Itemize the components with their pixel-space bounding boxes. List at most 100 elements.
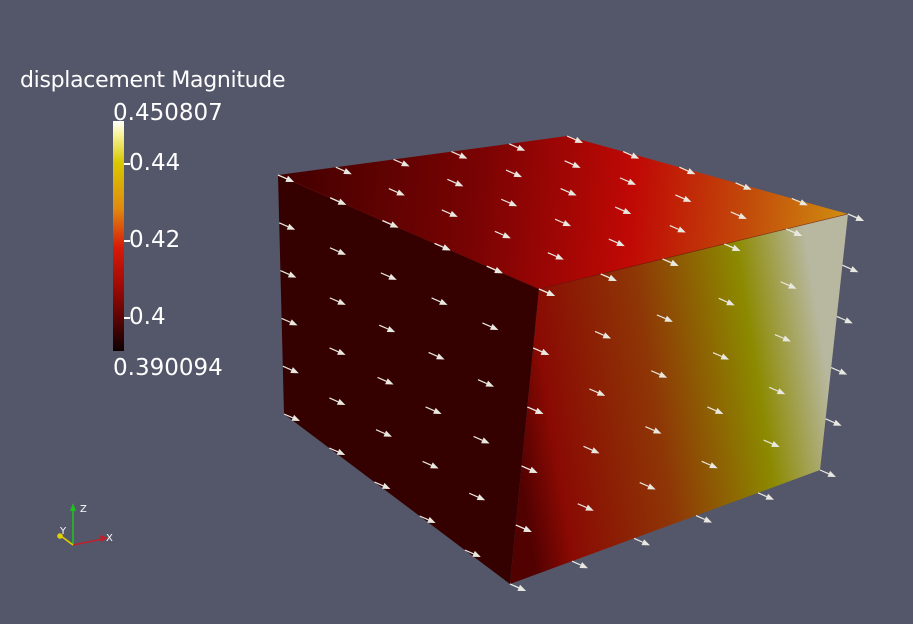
cube-right-face: [510, 214, 848, 584]
vector-glyph-shaft: [547, 252, 557, 258]
vector-glyph-shaft: [281, 317, 291, 323]
vector-glyph-head: [765, 493, 774, 500]
vector-glyph-shaft: [662, 258, 672, 264]
axis-z-label: Z: [80, 504, 87, 515]
vector-glyph-shaft: [589, 388, 599, 394]
vector-glyph-head: [287, 271, 297, 278]
orientation-axes: Z X Y: [57, 503, 113, 546]
vector-glyph-head: [427, 516, 436, 523]
vector-glyph-head: [494, 267, 503, 274]
vector-glyph-head: [383, 430, 392, 437]
vector-glyph-head: [574, 136, 583, 143]
vector-glyph-head: [703, 516, 712, 523]
vector-glyph-head: [579, 562, 588, 569]
vector-glyph-shaft: [633, 537, 644, 543]
scalar-bar-max-label: 0.450807: [113, 100, 223, 126]
vector-glyph-head: [585, 504, 594, 511]
vector-glyph-shaft: [701, 460, 711, 466]
vector-glyph-shaft: [619, 177, 630, 183]
vector-glyph-shaft: [656, 314, 666, 320]
vector-glyph-shaft: [594, 330, 605, 336]
vector-glyph-shaft: [335, 166, 345, 172]
cube-left-face: [278, 175, 539, 584]
vector-glyph-shaft: [763, 439, 773, 445]
scalar-bar-tick: [124, 240, 130, 242]
vector-glyph-head: [630, 152, 640, 159]
vector-glyph-shaft: [583, 445, 593, 451]
vector-glyph-shaft: [329, 347, 339, 353]
vector-glyph-head: [502, 232, 511, 239]
vector-glyph-head: [641, 539, 650, 546]
vector-glyph-shaft: [380, 272, 390, 278]
vector-glyph-shaft: [571, 560, 582, 566]
axis-x-label: X: [106, 533, 113, 544]
vector-glyph-head: [476, 494, 486, 501]
vector-glyph-head: [602, 332, 612, 339]
vector-glyph-head: [793, 229, 803, 236]
vector-glyph-head: [472, 550, 481, 557]
vector-glyph-head: [454, 180, 464, 187]
vector-glyph-shaft: [527, 406, 537, 412]
vector-glyph-head: [529, 466, 538, 473]
vector-glyph-shaft: [425, 406, 435, 412]
vector-glyph-head: [489, 323, 499, 330]
vector-glyph-shaft: [473, 435, 483, 441]
vector-glyph-shaft: [639, 481, 649, 487]
vector-glyph-shaft: [780, 281, 790, 287]
vector-glyph-head: [449, 210, 458, 217]
vector-glyph-head: [396, 189, 405, 196]
vector-glyph-shaft: [560, 188, 570, 193]
vector-glyph-head: [337, 348, 346, 355]
vector-glyph-head: [738, 212, 747, 219]
vector-glyph-shaft: [515, 524, 525, 530]
vector-glyph-shaft: [521, 465, 531, 471]
vector-glyph-head: [709, 462, 718, 469]
vector-glyph-head: [670, 259, 679, 266]
vector-glyph-shaft: [378, 324, 389, 330]
axis-y-label: Y: [59, 526, 67, 537]
vector-glyph-shaft: [622, 151, 633, 156]
vector-glyph-shaft: [608, 238, 618, 244]
vector-glyph-head: [343, 168, 352, 175]
vector-glyph-shaft: [718, 297, 728, 303]
vector-glyph-shaft: [482, 322, 492, 328]
vector-glyph-head: [555, 253, 564, 260]
vector-glyph-head: [291, 414, 300, 421]
vector-glyph-shaft: [283, 413, 294, 419]
vector-glyph-shaft: [724, 243, 734, 249]
vector-glyph-head: [436, 353, 445, 360]
vector-glyph-head: [337, 298, 346, 305]
vector-glyph-shaft: [707, 406, 717, 412]
vector-glyph-shaft: [494, 230, 504, 236]
vector-glyph-head: [682, 195, 692, 202]
scalar-bar-gradient[interactable]: [113, 121, 124, 351]
vector-glyph-head: [523, 525, 532, 532]
vector-glyph-head: [572, 161, 581, 168]
vector-glyph-shaft: [566, 135, 577, 141]
vector-glyph-shaft: [477, 379, 488, 385]
vector-glyph-shaft: [791, 197, 801, 203]
vector-glyph-head: [439, 298, 448, 305]
vector-glyph-head: [289, 319, 298, 326]
vector-glyph-head: [686, 168, 696, 175]
vector-glyph-head: [388, 273, 397, 280]
vector-glyph-head: [401, 160, 410, 167]
vector-glyph-head: [337, 248, 346, 255]
vector-glyph-shaft: [830, 367, 841, 372]
vector-glyph-head: [799, 199, 808, 206]
vector-glyph-shaft: [695, 515, 706, 520]
vector-glyph-shaft: [577, 503, 587, 509]
scalar-bar-tick: [124, 317, 130, 319]
vector-glyph-shaft: [712, 352, 723, 358]
vector-glyph-head: [285, 175, 294, 182]
vector-glyph-shaft: [554, 218, 565, 224]
vector-glyph-head: [430, 462, 439, 469]
vector-glyph-shaft: [382, 220, 392, 225]
vector-glyph-shaft: [451, 151, 461, 156]
vector-glyph-head: [568, 189, 577, 196]
vector-glyph-head: [677, 226, 686, 233]
vector-glyph-head: [381, 482, 391, 489]
vector-glyph-head: [286, 223, 296, 230]
vector-glyph-head: [714, 407, 724, 414]
